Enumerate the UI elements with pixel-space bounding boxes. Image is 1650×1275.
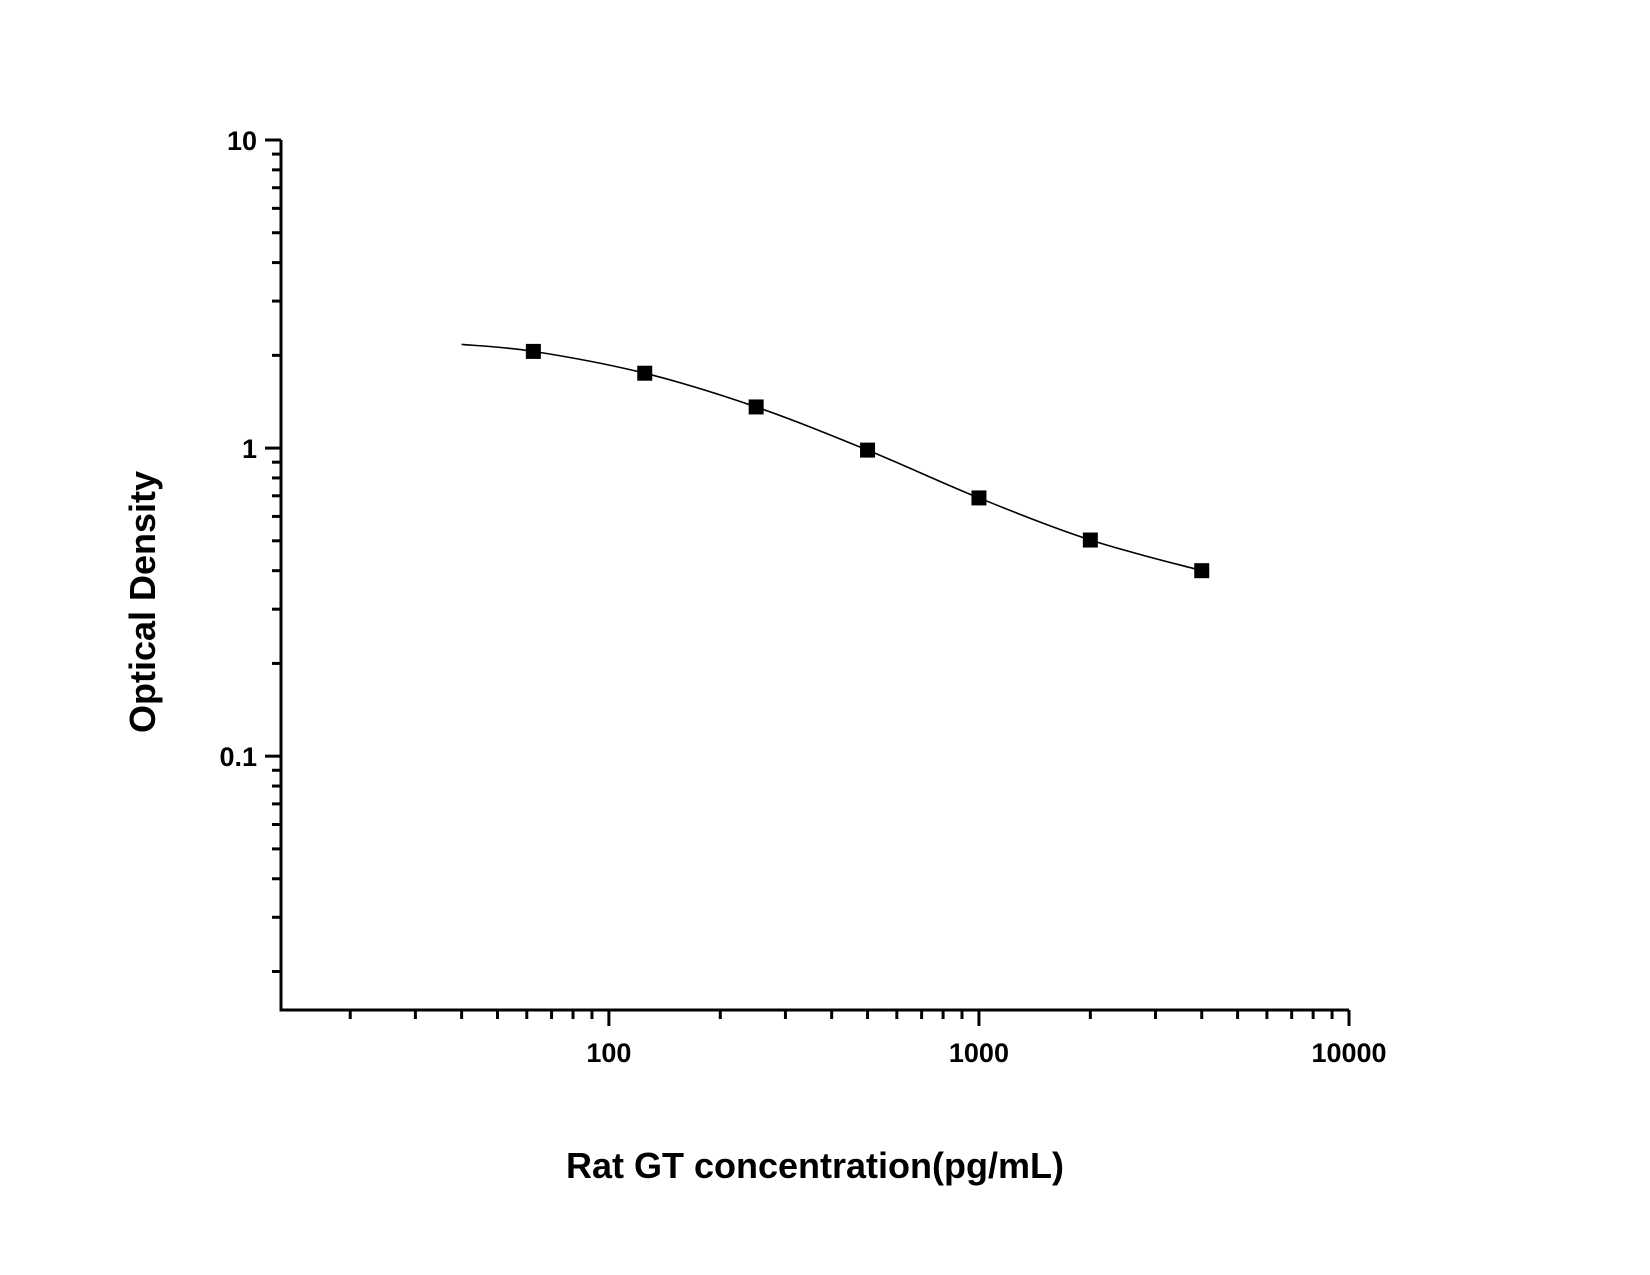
x-axis-label: Rat GT concentration(pg/mL) [566, 1145, 1064, 1186]
fit-curve [461, 343, 1202, 572]
x-tick-label: 10000 [1311, 1038, 1386, 1068]
data-points [525, 343, 1210, 579]
axes [279, 140, 1349, 1012]
y-tick-label: 0.1 [219, 742, 257, 772]
y-axis-label: Optical Density [122, 471, 163, 733]
tick-labels: 100 1000 10000 0.1 1 10 [219, 126, 1386, 1068]
data-point [860, 442, 876, 458]
y-tick-label: 10 [227, 126, 257, 156]
data-point [1082, 532, 1098, 548]
ticks [265, 138, 1351, 1026]
data-point [971, 490, 987, 506]
y-tick-label: 1 [242, 434, 257, 464]
data-point [748, 399, 764, 415]
x-tick-label: 100 [586, 1038, 631, 1068]
data-point [637, 365, 653, 381]
x-tick-label: 1000 [949, 1038, 1009, 1068]
data-point [1194, 563, 1210, 579]
data-point [525, 343, 541, 359]
